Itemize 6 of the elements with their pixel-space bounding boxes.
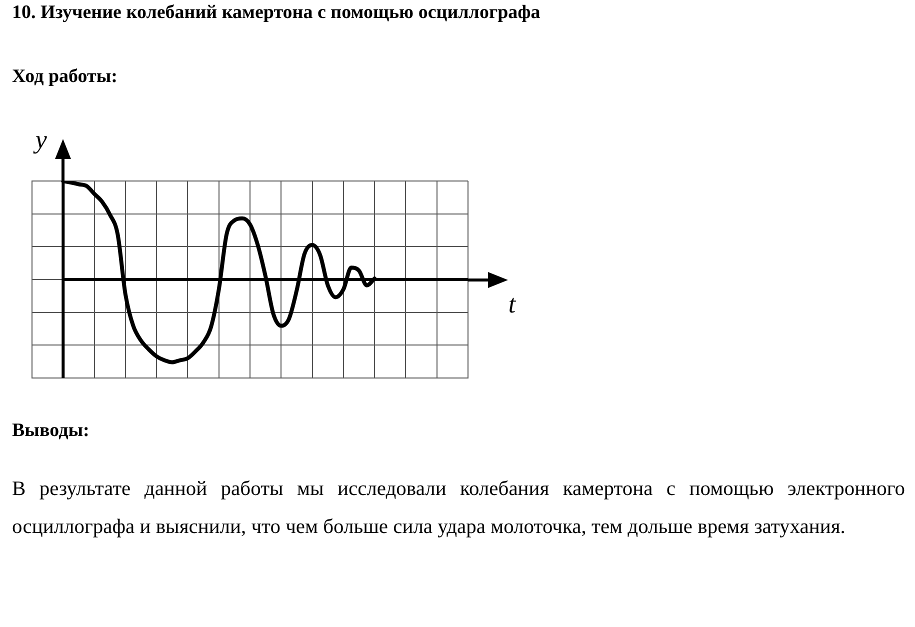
text: Выводы: (12, 420, 90, 442)
y-axis-title: y (32, 124, 48, 154)
chart-subtitle: Ход работы: (12, 66, 118, 88)
text: В результате данной работы мы исследовали колебания камертона с помощью электронного осциллографа и выяснили, что чем больше сила удара молоточка, тем дольше время затухания. (12, 477, 905, 540)
chart-title: 10. Изучение колебаний камертона с помощью осциллографа (12, 2, 540, 24)
x-axis-title: t (508, 289, 516, 318)
